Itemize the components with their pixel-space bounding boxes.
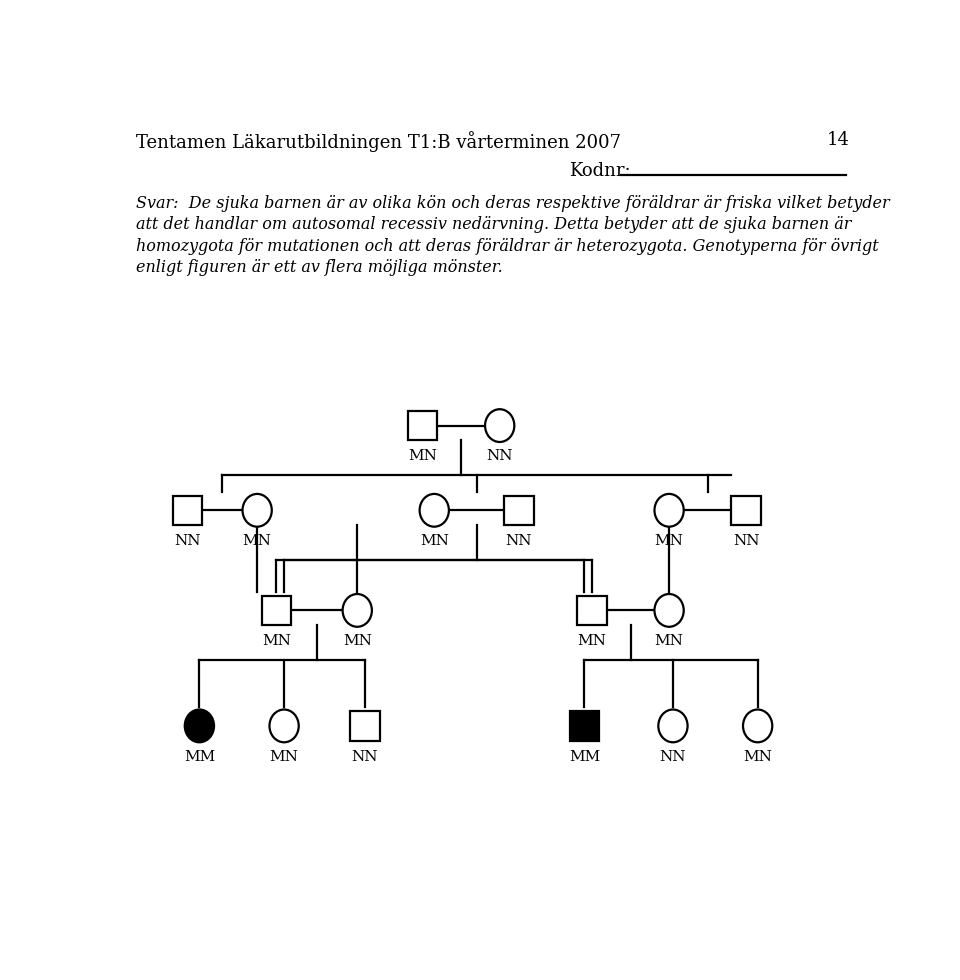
Text: MN: MN <box>408 450 437 464</box>
Text: MN: MN <box>578 634 607 649</box>
Bar <box>408 411 438 440</box>
Bar <box>732 496 760 525</box>
Text: MM: MM <box>568 750 600 763</box>
Text: NN: NN <box>660 750 686 763</box>
Text: 14: 14 <box>828 131 850 150</box>
Text: MN: MN <box>270 750 299 763</box>
Ellipse shape <box>485 410 515 442</box>
Ellipse shape <box>343 594 372 627</box>
Ellipse shape <box>243 494 272 526</box>
Ellipse shape <box>743 710 772 742</box>
Text: NN: NN <box>175 534 201 548</box>
Bar <box>350 711 379 741</box>
Text: MN: MN <box>243 534 272 548</box>
Bar <box>570 711 599 741</box>
Text: MN: MN <box>420 534 448 548</box>
Text: MM: MM <box>183 750 215 763</box>
Bar <box>578 596 607 625</box>
Text: att det handlar om autosomal recessiv nedärvning. Detta betyder att de sjuka bar: att det handlar om autosomal recessiv ne… <box>136 217 852 233</box>
Text: MN: MN <box>343 634 372 649</box>
Text: MN: MN <box>655 634 684 649</box>
Text: MN: MN <box>743 750 772 763</box>
Text: NN: NN <box>351 750 378 763</box>
Text: NN: NN <box>487 450 513 464</box>
Text: Kodnr:: Kodnr: <box>569 163 631 180</box>
Bar <box>173 496 203 525</box>
Text: NN: NN <box>506 534 532 548</box>
Ellipse shape <box>655 494 684 526</box>
Text: homozygota för mutationen och att deras föräldrar är heterozygota. Genotyperna f: homozygota för mutationen och att deras … <box>136 238 879 255</box>
Ellipse shape <box>184 710 214 742</box>
Bar <box>504 496 534 525</box>
Ellipse shape <box>655 594 684 627</box>
Text: Tentamen Läkarutbildningen T1:B vårterminen 2007: Tentamen Läkarutbildningen T1:B vårtermi… <box>136 131 621 153</box>
Text: Svar:  De sjuka barnen är av olika kön och deras respektive föräldrar är friska : Svar: De sjuka barnen är av olika kön oc… <box>136 195 890 212</box>
Text: enligt figuren är ett av flera möjliga mönster.: enligt figuren är ett av flera möjliga m… <box>136 260 503 276</box>
Text: MN: MN <box>262 634 291 649</box>
Ellipse shape <box>420 494 449 526</box>
Text: MN: MN <box>655 534 684 548</box>
Ellipse shape <box>659 710 687 742</box>
Text: NN: NN <box>732 534 759 548</box>
Bar <box>262 596 291 625</box>
Ellipse shape <box>270 710 299 742</box>
